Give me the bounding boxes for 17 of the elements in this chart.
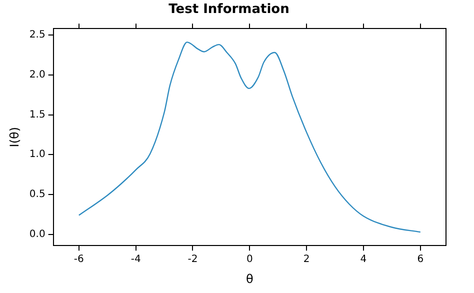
x-tick-label: -4 <box>130 254 141 266</box>
y-axis-title: I(θ) <box>7 126 22 148</box>
y-tick-label: 0.0 <box>29 229 46 240</box>
x-tick-label: 0 <box>246 254 253 266</box>
y-tick-label: 1.0 <box>29 149 46 160</box>
x-tick-label: -6 <box>74 254 84 266</box>
x-tick-label: 2 <box>303 254 310 266</box>
y-tick-label: 0.5 <box>29 189 46 200</box>
x-axis-title: θ <box>246 272 254 286</box>
chart-title: Test Information <box>168 2 290 18</box>
line-series <box>78 42 421 233</box>
x-tick-label: 6 <box>417 254 424 266</box>
x-tick-label: 4 <box>360 254 367 266</box>
y-tick-label: 1.5 <box>29 109 46 120</box>
y-tick-label: 2.5 <box>29 30 46 41</box>
x-tick-label: -2 <box>188 254 198 266</box>
y-tick-label: 2.0 <box>29 69 46 80</box>
